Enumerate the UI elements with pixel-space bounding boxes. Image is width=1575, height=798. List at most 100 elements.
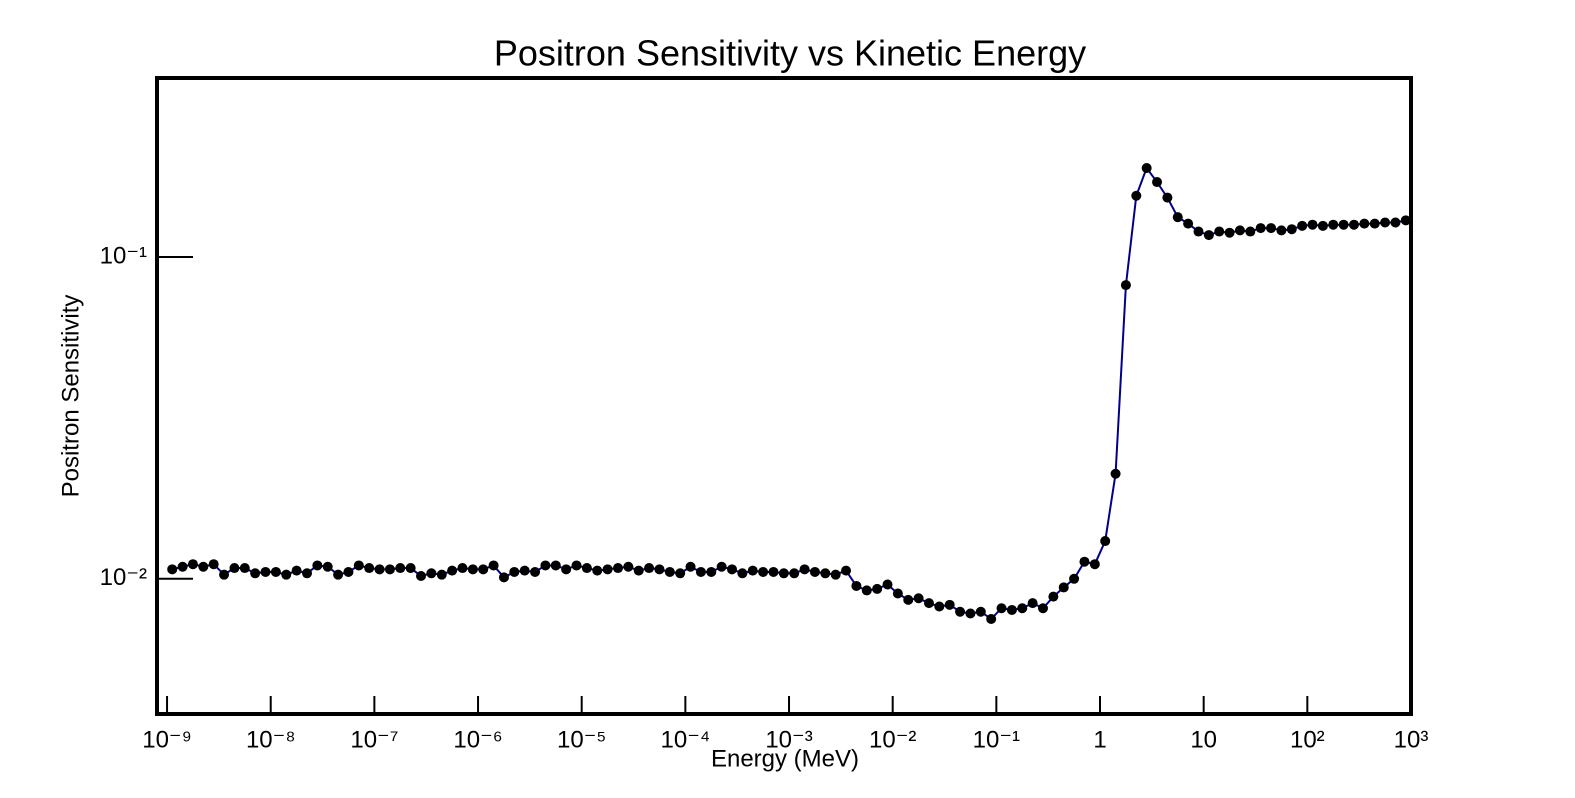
- data-point: [540, 560, 551, 571]
- data-point: [1069, 573, 1080, 584]
- data-point: [177, 561, 188, 572]
- data-point: [944, 599, 955, 610]
- data-point: [1348, 219, 1359, 230]
- data-point: [353, 560, 364, 571]
- data-point: [778, 568, 789, 579]
- data-point: [395, 563, 406, 574]
- data-point: [426, 568, 437, 579]
- x-tick-label: 10⁻⁶: [453, 726, 502, 753]
- data-point: [498, 572, 509, 583]
- data-point: [695, 566, 706, 577]
- data-point: [167, 564, 178, 575]
- data-point: [758, 566, 769, 577]
- data-point: [975, 606, 986, 617]
- data-point: [219, 569, 230, 580]
- data-point: [1017, 603, 1028, 614]
- data-point: [872, 583, 883, 594]
- data-point: [789, 568, 800, 579]
- data-point: [1162, 192, 1173, 203]
- data-point: [550, 560, 561, 571]
- data-point: [250, 568, 261, 579]
- data-point: [1110, 468, 1121, 479]
- data-point: [892, 588, 903, 599]
- data-point: [1141, 163, 1152, 174]
- data-point: [571, 560, 582, 571]
- data-point: [1131, 190, 1142, 201]
- data-point: [768, 566, 779, 577]
- data-point: [1338, 219, 1349, 230]
- data-point: [1100, 536, 1111, 547]
- data-point: [416, 571, 427, 582]
- data-point: [1120, 280, 1131, 291]
- data-point: [1307, 219, 1318, 230]
- data-point: [1390, 217, 1401, 228]
- data-point: [1369, 218, 1380, 229]
- data-point: [467, 564, 478, 575]
- data-point: [301, 568, 312, 579]
- data-point: [903, 594, 914, 605]
- data-point: [1380, 217, 1391, 228]
- data-point: [239, 563, 250, 574]
- x-tick-label: 10⁻⁹: [142, 726, 192, 753]
- data-point: [322, 561, 333, 572]
- y-tick-label: 10⁻²: [100, 564, 147, 591]
- x-tick-label: 10⁻⁷: [350, 726, 398, 753]
- data-point: [1214, 226, 1225, 237]
- data-point: [1048, 591, 1059, 602]
- data-point: [333, 569, 344, 580]
- chart-title: Positron Sensitivity vs Kinetic Energy: [494, 33, 1086, 74]
- data-point: [851, 580, 862, 591]
- data-point: [841, 565, 852, 576]
- x-tick-label: 10³: [1394, 726, 1429, 753]
- data-point: [447, 565, 458, 576]
- data-point: [208, 559, 219, 570]
- data-point: [1317, 220, 1328, 231]
- data-point: [260, 566, 271, 577]
- data-point: [809, 566, 820, 577]
- x-tick-label: 10²: [1290, 726, 1325, 753]
- data-point: [1255, 223, 1266, 234]
- data-point: [1203, 230, 1214, 241]
- plot-frame: [155, 76, 1413, 716]
- data-point: [229, 563, 240, 574]
- data-point: [644, 563, 655, 574]
- data-point: [1245, 226, 1256, 237]
- data-point: [561, 564, 572, 575]
- x-tick-label: 10: [1190, 726, 1217, 753]
- data-point: [602, 564, 613, 575]
- data-point: [654, 564, 665, 575]
- data-point: [965, 608, 976, 619]
- data-point: [312, 560, 323, 571]
- data-point: [436, 569, 447, 580]
- data-point: [747, 565, 758, 576]
- data-point: [716, 561, 727, 572]
- data-point: [198, 561, 209, 572]
- data-point: [1328, 219, 1339, 230]
- data-point: [623, 561, 634, 572]
- x-tick-label: 10⁻⁸: [246, 726, 296, 753]
- data-point: [1286, 224, 1297, 235]
- data-point: [343, 566, 354, 577]
- data-point: [530, 566, 541, 577]
- data-point: [675, 568, 686, 579]
- data-point: [996, 603, 1007, 614]
- data-point: [986, 613, 997, 624]
- data-point: [1276, 225, 1287, 236]
- data-point: [1400, 215, 1411, 226]
- data-point: [923, 598, 934, 609]
- data-point: [612, 563, 623, 574]
- data-point: [830, 569, 841, 580]
- data-point: [737, 568, 748, 579]
- data-point: [882, 579, 893, 590]
- data-point: [270, 566, 281, 577]
- y-tick-label: 10⁻¹: [100, 242, 147, 269]
- y-axis-label: Positron Sensitivity: [57, 295, 84, 498]
- data-point: [509, 566, 520, 577]
- data-point: [1266, 223, 1277, 234]
- data-point: [1193, 226, 1204, 237]
- data-point: [1089, 559, 1100, 570]
- plot-area: [167, 163, 1411, 624]
- data-point: [1058, 582, 1069, 593]
- data-point: [1006, 604, 1017, 615]
